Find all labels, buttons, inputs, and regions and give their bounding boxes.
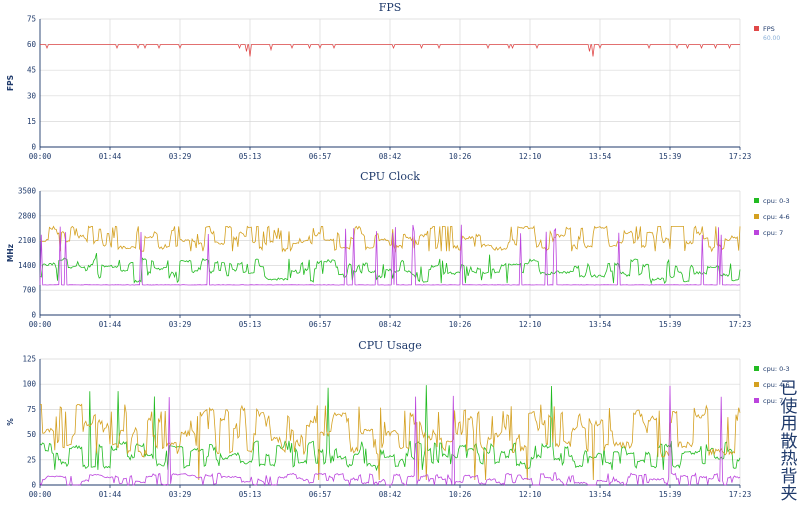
x-tick-label: 03:29 [169, 490, 192, 499]
legend-value: 60.00 [763, 35, 780, 42]
legend-label: cpu: 7 [763, 229, 783, 237]
x-tick-label: 13:54 [589, 152, 612, 161]
legend-swatch [754, 398, 759, 403]
y-axis-label: MHz [6, 244, 15, 262]
y-tick-label: 50 [27, 430, 37, 439]
legend-swatch [754, 230, 759, 235]
y-axis-label: % [6, 418, 15, 426]
x-tick-label: 15:39 [659, 320, 682, 329]
chart-title: FPS [379, 1, 402, 14]
x-tick-label: 12:10 [519, 320, 542, 329]
y-tick-label: 125 [22, 355, 36, 364]
y-tick-label: 700 [22, 286, 36, 295]
x-tick-label: 10:26 [449, 320, 472, 329]
x-tick-label: 08:42 [379, 320, 402, 329]
y-tick-label: 2800 [18, 211, 37, 220]
y-tick-label: 0 [31, 311, 36, 320]
x-tick-label: 17:23 [729, 320, 752, 329]
x-tick-label: 13:54 [589, 490, 612, 499]
series-line-cpu-0-3 [39, 253, 741, 285]
x-tick-label: 12:10 [519, 490, 542, 499]
chart-title: CPU Clock [360, 170, 420, 183]
x-tick-label: 03:29 [169, 152, 192, 161]
legend-label: FPS [763, 25, 775, 33]
x-tick-label: 05:13 [239, 490, 262, 499]
x-tick-label: 15:39 [659, 490, 682, 499]
y-tick-label: 0 [31, 481, 36, 490]
legend-swatch [754, 366, 759, 371]
legend-swatch [754, 26, 759, 31]
legend-label: cpu: 0-3 [763, 365, 790, 373]
x-tick-label: 01:44 [99, 152, 122, 161]
x-tick-label: 06:57 [309, 490, 332, 499]
y-tick-label: 15 [27, 117, 36, 126]
legend-label: cpu: 4-6 [763, 381, 790, 389]
chart-title: CPU Usage [358, 339, 421, 352]
x-tick-label: 00:00 [29, 490, 52, 499]
x-tick-label: 05:13 [239, 320, 262, 329]
series-line-cpu-7 [39, 224, 740, 286]
y-tick-label: 1400 [18, 261, 37, 270]
x-tick-label: 17:23 [729, 152, 752, 161]
y-tick-label: 0 [31, 143, 36, 152]
x-tick-label: 08:42 [379, 152, 402, 161]
y-tick-label: 25 [27, 455, 36, 464]
x-tick-label: 01:44 [99, 320, 122, 329]
x-tick-label: 06:57 [309, 320, 332, 329]
series-line-FPS [40, 44, 740, 57]
x-tick-label: 08:42 [379, 490, 402, 499]
y-tick-label: 60 [27, 40, 37, 49]
legend-swatch [754, 382, 759, 387]
series-line-cpu-7 [39, 385, 741, 487]
x-tick-label: 05:13 [239, 152, 262, 161]
x-tick-label: 06:57 [309, 152, 332, 161]
y-tick-label: 2100 [18, 236, 37, 245]
legend-label: cpu: 0-3 [763, 197, 790, 205]
x-tick-label: 17:23 [729, 490, 752, 499]
y-tick-label: 100 [22, 380, 36, 389]
x-tick-label: 13:54 [589, 320, 612, 329]
legend-label: cpu: 4-6 [763, 213, 790, 221]
legend-label: cpu: 7 [763, 397, 783, 405]
legend-swatch [754, 198, 759, 203]
x-tick-label: 03:29 [169, 320, 192, 329]
series-line-cpu-0-3 [39, 385, 741, 472]
x-tick-label: 12:10 [519, 152, 542, 161]
y-tick-label: 30 [27, 91, 37, 100]
y-tick-label: 45 [27, 66, 36, 75]
x-tick-label: 10:26 [449, 490, 472, 499]
x-tick-label: 10:26 [449, 152, 472, 161]
x-tick-label: 01:44 [99, 490, 122, 499]
watermark-text: 已使用散热背夹 [780, 379, 798, 504]
y-tick-label: 75 [27, 15, 36, 24]
y-tick-label: 3500 [18, 187, 37, 196]
series-line-cpu-4-6 [40, 403, 741, 481]
y-axis-label: FPS [6, 75, 15, 91]
x-tick-label: 00:00 [29, 152, 52, 161]
x-tick-label: 00:00 [29, 320, 52, 329]
x-tick-label: 15:39 [659, 152, 682, 161]
series-line-cpu-4-6 [39, 225, 741, 253]
y-tick-label: 75 [27, 405, 36, 414]
legend-swatch [754, 214, 759, 219]
